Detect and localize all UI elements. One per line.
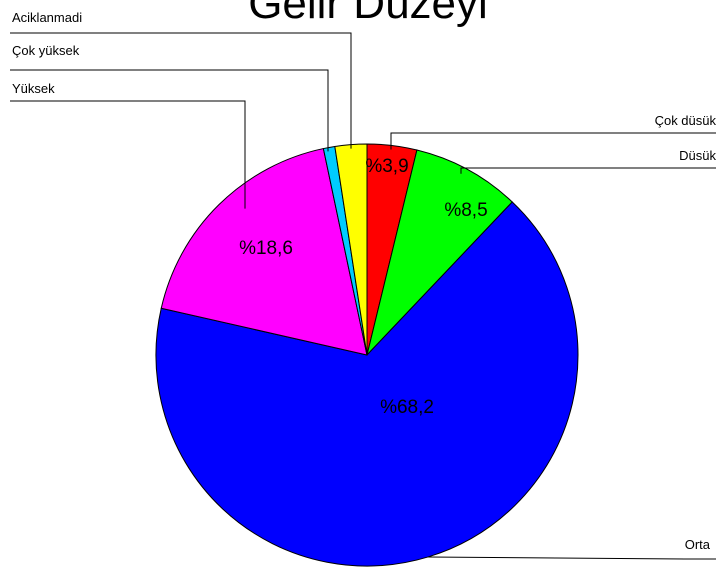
leader-line-3	[428, 556, 716, 560]
slice-name-label: Orta	[685, 537, 711, 552]
slice-name-label: Düsük	[679, 148, 716, 163]
slice-value-label: %18,6	[239, 238, 293, 259]
slice-value-label: %68,2	[380, 397, 434, 418]
slice-name-label: Çok yüksek	[12, 43, 80, 58]
leader-line-6	[10, 32, 352, 149]
leader-line-1	[390, 132, 716, 150]
slice-value-label: %8,5	[444, 200, 487, 221]
slice-name-label: Aciklanmadi	[12, 10, 82, 25]
leader-line-4	[10, 100, 246, 209]
leader-line-2	[460, 167, 716, 174]
chart-title: Gelir Düzeyi	[248, 0, 488, 28]
leader-line-5	[10, 69, 329, 152]
slice-name-label: Yüksek	[12, 81, 55, 96]
pie-slice-4	[160, 147, 368, 356]
pie-slice-3	[155, 201, 579, 567]
slice-name-label: Çok düsük	[655, 113, 717, 128]
slice-value-label: %3,9	[365, 156, 408, 177]
pie-slice-2	[366, 149, 513, 357]
